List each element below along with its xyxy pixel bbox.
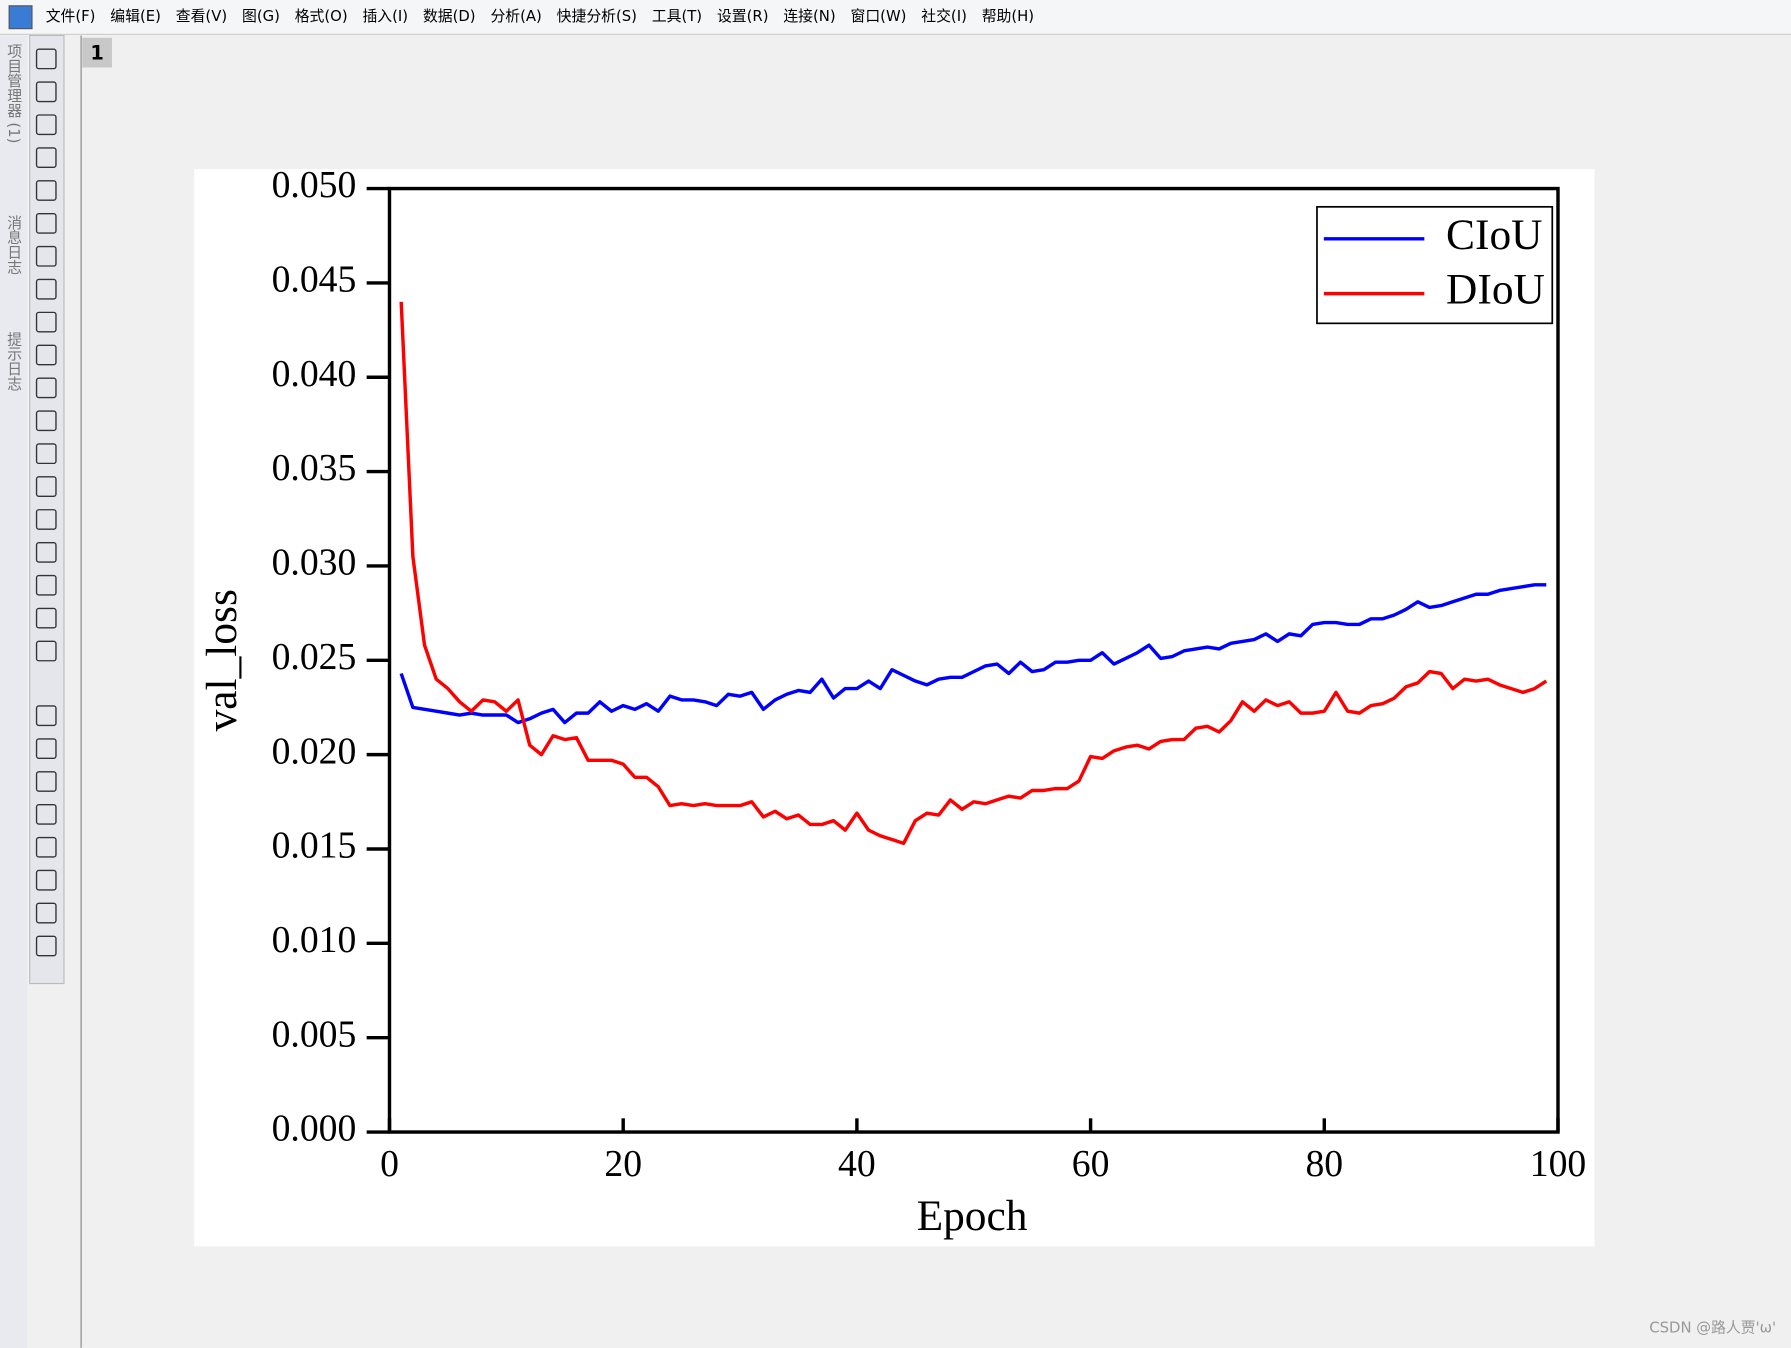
y-tick-label: 0.050 (272, 164, 357, 206)
graph-page (194, 169, 1595, 1247)
tool-icon[interactable] (35, 377, 57, 399)
y-tick-label: 0.040 (272, 353, 357, 395)
y-tick-label: 0.005 (272, 1013, 357, 1055)
menu-item[interactable]: 设置(R) (717, 8, 769, 25)
side-tab-strip (0, 35, 28, 1348)
tool-icon[interactable] (35, 509, 57, 530)
tool-icon[interactable] (35, 147, 57, 168)
menu-item[interactable]: 窗口(W) (851, 7, 907, 25)
menu-item[interactable]: 连接(N) (783, 8, 835, 25)
menu-item[interactable]: 分析(A) (490, 8, 541, 25)
y-tick-label: 0.000 (272, 1108, 357, 1150)
legend-label: CIoU (1446, 211, 1542, 259)
menu-item[interactable]: 格式(O) (295, 8, 348, 25)
menu-item[interactable]: 文件(F) (46, 8, 96, 25)
y-tick-label: 0.045 (272, 259, 357, 301)
tool-icon[interactable] (35, 48, 57, 70)
tool-icon[interactable] (35, 836, 57, 858)
y-tick-label: 0.035 (272, 447, 357, 489)
tool-icon[interactable] (35, 738, 57, 759)
menu-item[interactable]: 社交(I) (921, 7, 967, 25)
tool-icon[interactable] (35, 869, 57, 891)
x-tick-label: 20 (604, 1143, 642, 1185)
tool-icon[interactable] (35, 410, 57, 432)
y-axis-label: val_loss (198, 589, 246, 731)
tool-icon[interactable] (35, 803, 57, 825)
side-tab[interactable]: 消息日志 (5, 215, 22, 275)
watermark: CSDN @路人贾'ω' (1649, 1319, 1776, 1336)
tool-icon[interactable] (35, 607, 57, 629)
tool-icon[interactable] (35, 574, 57, 596)
tool-icon[interactable] (35, 81, 57, 103)
y-tick-label: 0.030 (272, 542, 357, 584)
tool-icon[interactable] (35, 180, 57, 201)
menu-item[interactable]: 快捷分析(S) (557, 8, 637, 25)
tool-icon[interactable] (35, 344, 57, 366)
tool-icon[interactable] (35, 935, 57, 957)
tool-icon[interactable] (35, 541, 57, 563)
tool-icon[interactable] (35, 213, 57, 234)
tool-icon[interactable] (35, 640, 57, 662)
tool-icon[interactable] (35, 902, 57, 924)
x-tick-label: 40 (838, 1143, 876, 1185)
x-tick-label: 100 (1530, 1143, 1587, 1185)
x-tick-label: 60 (1072, 1143, 1110, 1185)
tool-icon[interactable] (35, 771, 57, 792)
menu-bar (0, 0, 1791, 35)
y-tick-label: 0.010 (272, 919, 357, 961)
menu-item[interactable]: 查看(V) (176, 8, 227, 25)
menu-item[interactable]: 工具(T) (652, 8, 702, 25)
side-tab[interactable]: 项目管理器 (1) (5, 43, 22, 143)
tool-icon[interactable] (35, 443, 57, 465)
menu-item[interactable]: 帮助(H) (982, 8, 1034, 25)
menu-item[interactable]: 图(G) (242, 8, 280, 25)
data-line (399, 583, 1547, 725)
menu-item[interactable]: 编辑(E) (110, 8, 161, 25)
x-axis-label: Epoch (917, 1192, 1028, 1240)
page-tab-bg[interactable] (82, 37, 112, 68)
y-tick-label: 0.015 (272, 825, 357, 867)
side-tab[interactable]: 提示日志 (5, 331, 22, 391)
y-tick-label: 0.025 (272, 636, 357, 678)
menu-item[interactable]: 数据(D) (423, 8, 476, 25)
x-tick-label: 80 (1305, 1143, 1343, 1185)
legend (1316, 205, 1554, 325)
tool-icon[interactable] (35, 245, 57, 267)
data-line (399, 301, 1548, 846)
tool-icon[interactable] (35, 114, 57, 136)
app-icon[interactable] (8, 5, 33, 30)
x-tick-label: 0 (380, 1143, 399, 1185)
tool-icon[interactable] (35, 311, 57, 333)
legend-label: DIoU (1446, 266, 1545, 314)
tool-icon[interactable] (35, 476, 57, 497)
page-tab[interactable]: 1 (90, 41, 104, 64)
tool-icon[interactable] (35, 278, 57, 300)
menu-item[interactable]: 插入(I) (362, 8, 408, 25)
y-tick-label: 0.020 (272, 730, 357, 772)
tool-icon[interactable] (35, 705, 57, 727)
